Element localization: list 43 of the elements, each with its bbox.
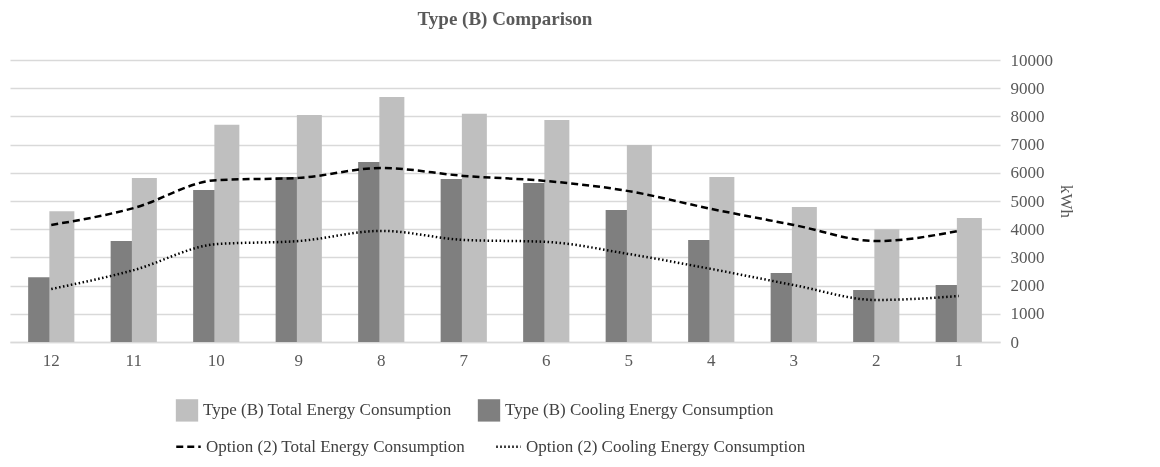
bar [296,114,322,342]
x-tick-label: 4 [707,350,716,370]
x-tick-label: 9 [294,350,303,370]
x-tick-label: 2 [872,350,881,370]
bar [379,96,405,342]
bar [461,113,487,342]
legend-label: Type (B) Total Energy Consumption [203,400,452,420]
bar [626,144,652,342]
x-tick-label: 5 [624,350,633,370]
y2-tick-label: 4000 [1010,219,1045,239]
x-tick-label: 3 [789,350,798,370]
y2-tick-label: 1000 [1010,304,1045,324]
bar [49,211,75,342]
x-tick-label: 8 [377,350,386,370]
legend-label: Option (2) Total Energy Consumption [206,436,466,456]
legend-label: Type (B) Cooling Energy Consumption [505,400,775,420]
y2-tick-label: 9000 [1010,78,1045,98]
y2-tick-label: 8000 [1010,106,1045,126]
x-tick-label: 7 [459,350,469,370]
bar [214,124,240,342]
legend-label: Option (2) Cooling Energy Consumption [526,436,806,456]
y2-tick-label: 2000 [1010,276,1045,296]
bar [874,229,900,342]
x-tick-label: 6 [542,350,551,370]
y2-tick-label: 5000 [1010,191,1045,211]
x-tick-label: 12 [42,350,60,370]
x-tick-label: 10 [207,350,225,370]
y2-axis-title: kWh [1057,184,1076,219]
line-series [50,166,960,243]
bar [791,206,817,342]
y2-tick-label: 6000 [1010,163,1045,183]
line-series [50,229,960,302]
y2-tick-label: 10000 [1010,50,1053,70]
bar [131,177,157,342]
y2-tick-label: 7000 [1010,135,1045,155]
bar [956,217,982,342]
x-tick-label: 1 [954,350,963,370]
y2-tick-label: 0 [1010,332,1019,352]
y2-tick-label: 3000 [1010,247,1045,267]
chart-title: Type (B) Comparison [417,8,593,30]
x-tick-label: 11 [125,350,142,370]
bar [544,120,570,342]
bar [709,177,735,342]
